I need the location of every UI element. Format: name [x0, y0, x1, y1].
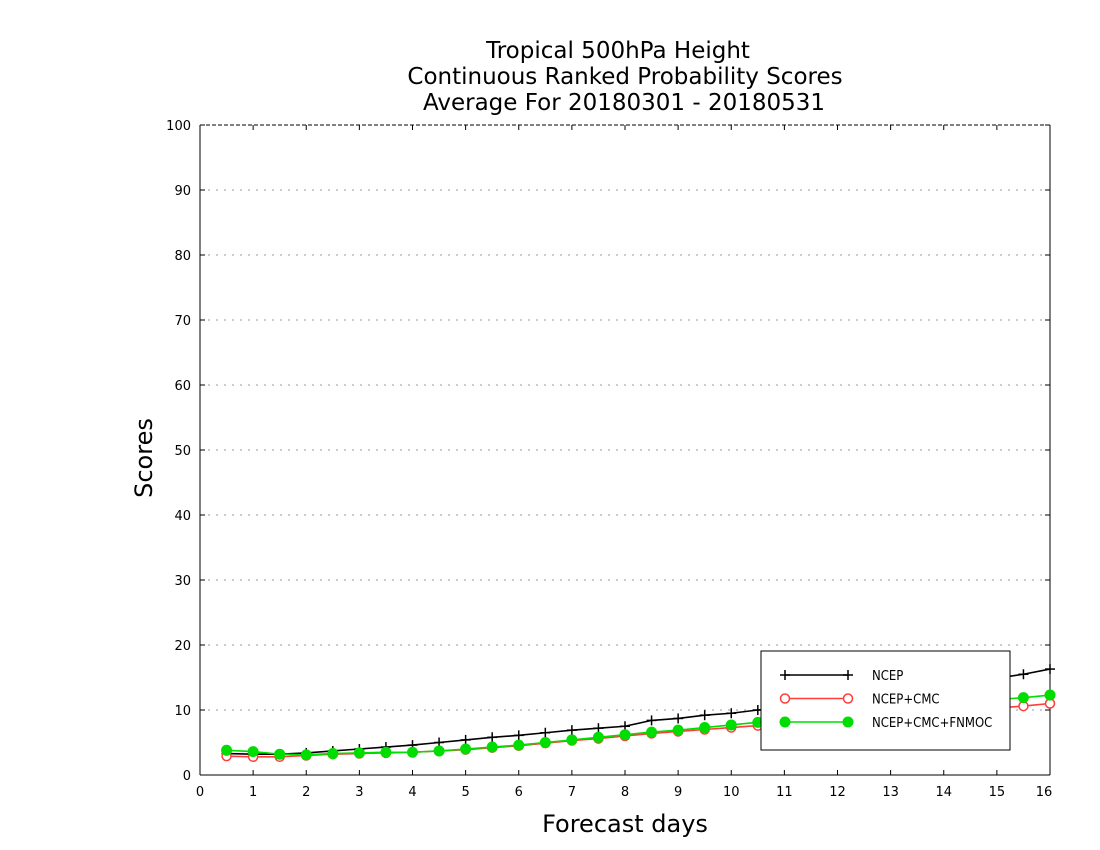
legend-label: NCEP	[872, 669, 903, 684]
data-point	[593, 723, 604, 734]
chart-title: Tropical 500hPa Height Continuous Ranked…	[407, 38, 842, 116]
legend-marker-left	[779, 693, 791, 704]
x-tick-label: 5	[461, 785, 469, 800]
x-tick-label: 11	[776, 785, 793, 800]
x-axis-title: Forecast days	[542, 810, 708, 838]
data-point	[646, 715, 657, 726]
data-point	[699, 710, 710, 721]
data-point	[672, 724, 684, 736]
data-point	[1018, 669, 1029, 680]
data-point	[353, 747, 365, 759]
x-tick-label: 4	[408, 785, 416, 800]
title-line-2: Continuous Ranked Probability Scores	[407, 64, 842, 90]
data-point	[566, 734, 578, 746]
data-point	[407, 746, 418, 758]
grid	[200, 189, 1050, 711]
x-tick-label: 14	[935, 785, 952, 800]
y-tick-label: 70	[174, 314, 191, 329]
data-point	[592, 731, 604, 743]
data-point	[673, 713, 684, 724]
data-point	[1044, 689, 1056, 701]
x-tick-label: 8	[621, 785, 629, 800]
y-tick-label: 30	[174, 574, 191, 589]
data-point	[1017, 692, 1029, 704]
data-point	[460, 734, 471, 745]
data-point	[300, 749, 312, 761]
x-tick-label: 10	[723, 785, 740, 800]
y-axis-title: Scores	[130, 418, 158, 498]
data-point	[726, 708, 737, 719]
data-point	[539, 737, 551, 748]
y-tick-label: 60	[174, 379, 191, 394]
data-point	[513, 739, 525, 751]
data-point	[646, 726, 658, 738]
legend-marker-right	[842, 716, 854, 728]
data-point	[486, 741, 498, 753]
data-point	[619, 729, 631, 741]
y-tick-label: 20	[174, 639, 191, 654]
x-tick-label: 9	[674, 785, 682, 800]
x-tick-label: 0	[196, 785, 204, 800]
legend-item: NCEP	[780, 669, 903, 684]
x-tick-label: 15	[989, 785, 1006, 800]
data-point	[566, 725, 577, 736]
title-line-3: Average For 20180301 - 20180531	[423, 90, 825, 116]
data-point	[327, 748, 339, 760]
data-point	[274, 748, 286, 760]
x-tick-label: 7	[568, 785, 576, 800]
data-point	[380, 746, 392, 758]
y-tick-label: 100	[166, 119, 191, 134]
data-point	[513, 730, 524, 741]
data-point	[487, 732, 498, 743]
legend: NCEP NCEP+CMC NCEP+CMC+FNMOC	[760, 650, 1011, 751]
y-tick-label: 10	[174, 704, 191, 719]
legend-item: NCEP+CMC+FNMOC	[779, 716, 992, 731]
title-line-1: Tropical 500hPa Height	[485, 38, 750, 64]
x-tick-label: 13	[882, 785, 899, 800]
x-tick-label: 12	[829, 785, 846, 800]
legend-box	[760, 650, 1011, 751]
data-point	[725, 719, 737, 731]
y-tick-label: 40	[174, 509, 191, 524]
data-point	[460, 743, 472, 755]
x-tick-label: 16	[1036, 785, 1053, 800]
x-tick-label: 3	[355, 785, 363, 800]
y-tick-label: 50	[174, 444, 191, 459]
legend-item: NCEP+CMC	[779, 693, 940, 708]
x-tick-label: 6	[515, 785, 523, 800]
y-tick-label: 80	[174, 249, 191, 264]
legend-label: NCEP+CMC+FNMOC	[872, 716, 992, 731]
data-point	[433, 745, 445, 757]
x-tick-label: 2	[302, 785, 310, 800]
legend-marker-left	[779, 716, 791, 728]
data-point	[221, 744, 233, 756]
data-point	[540, 727, 551, 738]
legend-label: NCEP+CMC	[872, 693, 940, 708]
y-tick-label: 90	[174, 184, 191, 199]
data-point	[1045, 664, 1055, 675]
x-tick-label: 1	[249, 785, 257, 800]
data-point	[699, 722, 711, 734]
data-point	[247, 746, 259, 758]
legend-marker-left	[780, 670, 790, 680]
legend-marker-right	[843, 670, 853, 680]
y-tick-label: 0	[183, 769, 191, 784]
legend-marker-right	[842, 693, 854, 704]
